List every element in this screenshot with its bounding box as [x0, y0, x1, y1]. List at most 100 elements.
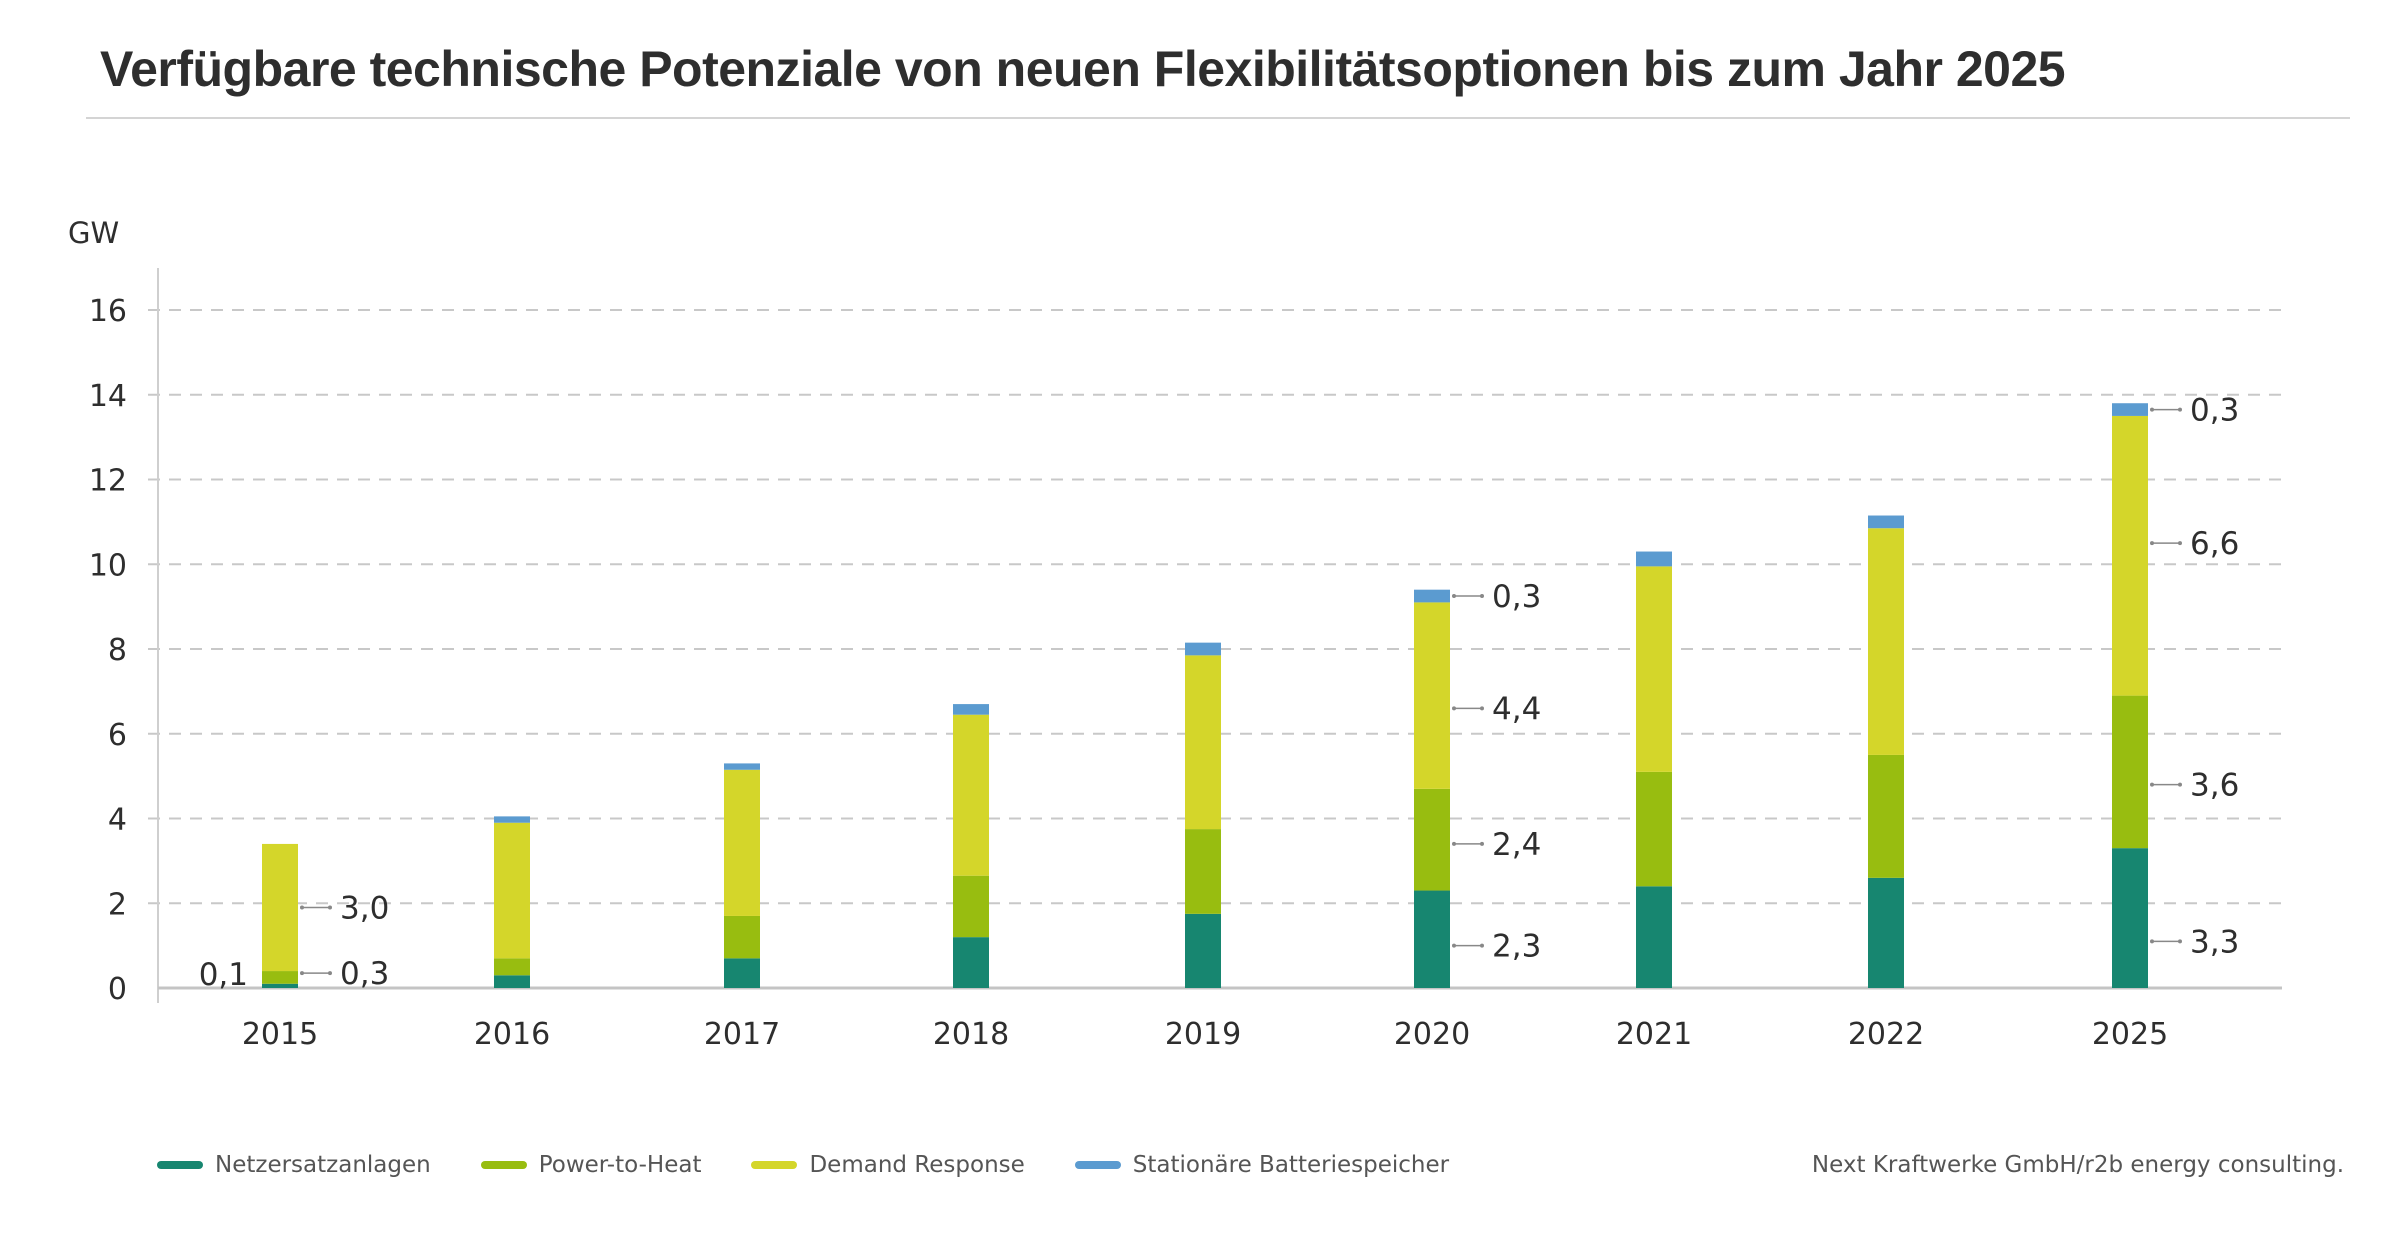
data-label: 0,1 [199, 957, 248, 993]
leader-dot [2150, 939, 2154, 944]
legend-item-demand-response: Demand Response [751, 1152, 1025, 1178]
legend-item-batteriespeicher: Stationäre Batteriespeicher [1074, 1152, 1450, 1178]
bar-segment-2018-3 [953, 704, 989, 715]
legend-swatch-demand-response [751, 1161, 798, 1169]
leader-dot [1452, 943, 1456, 948]
leader-dot [2178, 782, 2182, 787]
leader-dot [1480, 594, 1484, 599]
x-tick-labels: 2015 2016 2017 2018 2019 2020 2021 2022 2025 [242, 1017, 2168, 1052]
y-tick-label: 6 [108, 718, 127, 753]
leader-dot [1452, 841, 1456, 846]
bar-segment-2020-3 [1414, 589, 1450, 603]
bar-segment-2017-3 [724, 763, 760, 770]
leader-dot [328, 971, 332, 976]
bar-segment-2021-0 [1636, 886, 1672, 988]
bar-segment-2022-3 [1868, 515, 1904, 529]
bar-segment-2019-3 [1185, 642, 1221, 656]
chart-title: Verfügbare technische Potenziale von neu… [100, 41, 2066, 97]
leader-dot [2150, 541, 2154, 546]
y-axis-unit-label: GW [68, 216, 119, 250]
bar-segment-2019-0 [1185, 913, 1221, 988]
data-label: 0,3 [2190, 393, 2239, 429]
data-label: 2,4 [1492, 827, 1541, 863]
data-label: 0,3 [1492, 579, 1541, 615]
y-tick-label: 12 [89, 464, 127, 499]
legend-swatch-batteriespeicher [1074, 1161, 1121, 1169]
leader-dot [1480, 841, 1484, 846]
x-tick-label: 2020 [1394, 1017, 1470, 1052]
leader-dot [2178, 407, 2182, 412]
x-tick-label: 2016 [474, 1017, 550, 1052]
legend: Netzersatzanlagen Power-to-Heat Demand R… [157, 1152, 1499, 1178]
data-label: 0,3 [340, 956, 389, 992]
leader-dot [2178, 939, 2182, 944]
bar-segment-2019-1 [1185, 829, 1221, 914]
x-tick-label: 2017 [704, 1017, 780, 1052]
legend-swatch-netzersatzanlagen [157, 1161, 203, 1169]
bar-segment-2017-2 [724, 769, 760, 916]
bar-segment-2025-3 [2112, 403, 2148, 416]
leader-dot [1480, 943, 1484, 948]
data-label: 3,0 [340, 890, 389, 926]
y-tick-label: 8 [108, 633, 127, 668]
bar-segment-2022-1 [1868, 754, 1904, 878]
bar-segment-2021-2 [1636, 566, 1672, 772]
bar-segment-2020-0 [1414, 890, 1450, 988]
legend-item-power-to-heat: Power-to-Heat [480, 1152, 702, 1178]
bar-segment-2022-2 [1868, 528, 1904, 755]
x-tick-label: 2019 [1165, 1017, 1241, 1052]
leader-dot [1452, 594, 1456, 599]
leader-dot [328, 905, 332, 910]
bar-segment-2015-2 [262, 843, 298, 972]
leader-dot [2150, 782, 2154, 787]
x-tick-label: 2021 [1616, 1017, 1692, 1052]
legend-label: Stationäre Batteriespeicher [1132, 1152, 1450, 1178]
y-tick-label: 4 [108, 803, 127, 838]
bar-segment-2017-0 [724, 958, 760, 988]
data-label: 6,6 [2190, 526, 2239, 562]
y-tick-labels: 0 2 4 6 8 10 12 14 16 [89, 294, 127, 1007]
y-tick-label: 10 [89, 548, 127, 583]
legend-label: Power-to-Heat [538, 1152, 702, 1178]
bar-segment-2015-0 [262, 983, 298, 988]
y-tick-label: 14 [89, 379, 127, 414]
data-labels: 0,1 0,3 3,0 2,3 2,4 4,4 0,3 3,3 3,6 6,6 0,3 [199, 393, 2240, 993]
y-tick-label: 2 [108, 887, 127, 922]
x-tick-label: 2018 [933, 1017, 1009, 1052]
leader-dot [300, 905, 304, 910]
leader-dot [2150, 407, 2154, 412]
data-label: 4,4 [1492, 691, 1541, 727]
bar-segment-2025-1 [2112, 695, 2148, 849]
leader-dot [2178, 541, 2182, 546]
leader-dot [1480, 706, 1484, 711]
leader-dot [300, 971, 304, 976]
bar-segment-2017-1 [724, 915, 760, 959]
bar-segment-2025-0 [2112, 848, 2148, 988]
leader-dot [1452, 706, 1456, 711]
legend-label: Netzersatzanlagen [215, 1152, 431, 1178]
bar-segment-2021-3 [1636, 551, 1672, 567]
y-tick-label: 16 [89, 294, 127, 329]
data-label: 3,6 [2190, 768, 2239, 804]
x-tick-label: 2025 [2092, 1017, 2168, 1052]
bar-segment-2020-1 [1414, 788, 1450, 891]
data-label: 3,3 [2190, 924, 2239, 960]
bar-segment-2019-2 [1185, 655, 1221, 830]
legend-label: Demand Response [809, 1152, 1025, 1178]
source-note: Next Kraftwerke GmbH/r2b energy consulti… [1811, 1152, 2344, 1178]
title-divider [86, 117, 2350, 119]
x-tick-label: 2015 [242, 1017, 318, 1052]
bar-segment-2016-0 [494, 975, 530, 988]
bar-segment-2018-1 [953, 875, 989, 938]
bars [262, 403, 2148, 988]
bar-segment-2016-2 [494, 822, 530, 959]
bar-segment-2015-1 [262, 971, 298, 984]
legend-item-netzersatzanlagen: Netzersatzanlagen [157, 1152, 431, 1178]
legend-swatch-power-to-heat [480, 1161, 527, 1169]
bar-segment-2021-1 [1636, 771, 1672, 887]
bar-segment-2025-2 [2112, 415, 2148, 696]
bar-segment-2018-0 [953, 937, 989, 988]
x-tick-label: 2022 [1848, 1017, 1924, 1052]
bar-segment-2016-3 [494, 816, 530, 823]
